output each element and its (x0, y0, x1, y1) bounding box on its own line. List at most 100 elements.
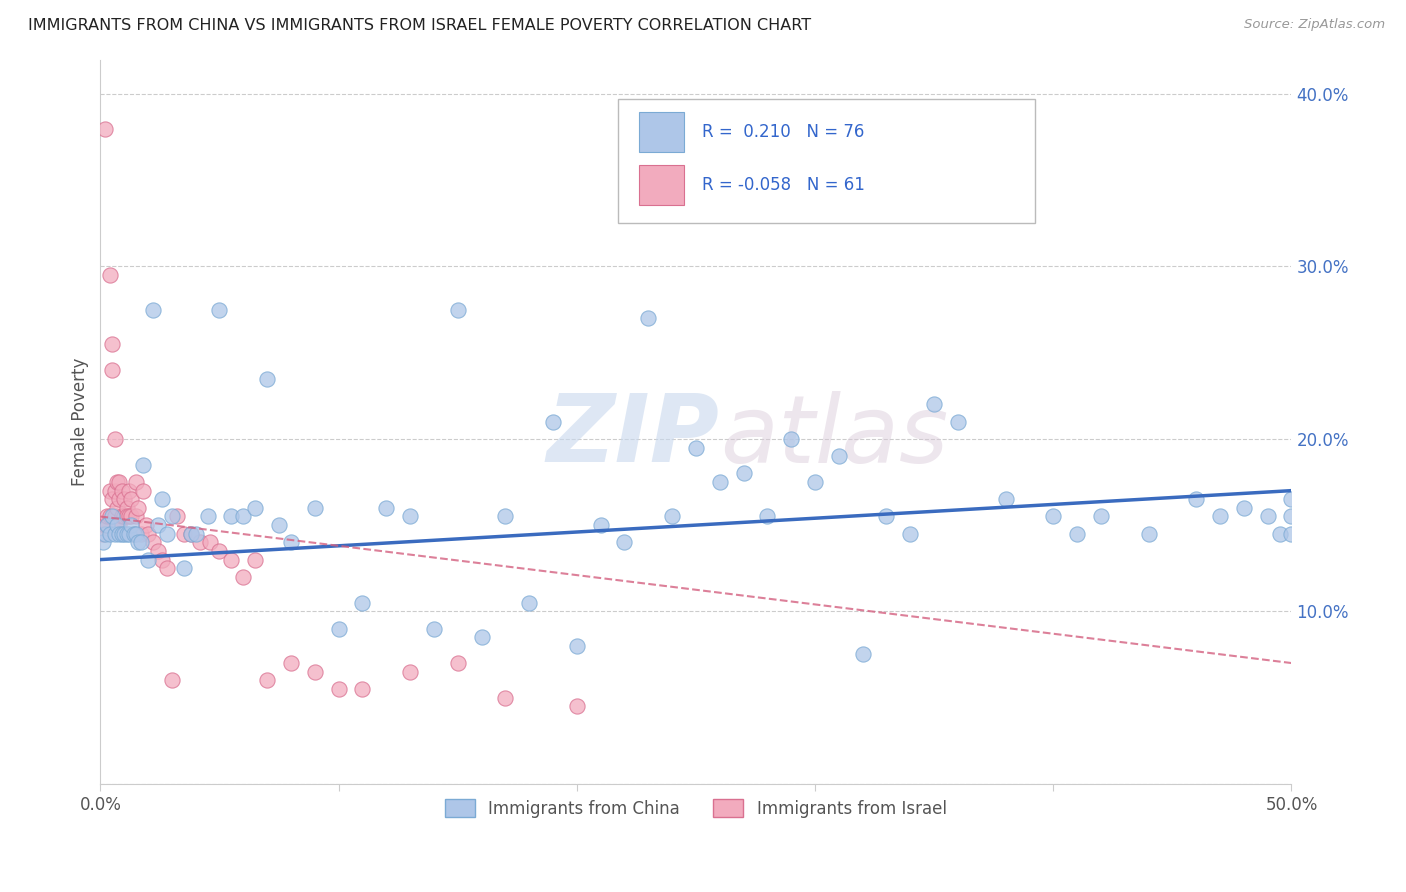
Legend: Immigrants from China, Immigrants from Israel: Immigrants from China, Immigrants from I… (437, 790, 955, 826)
Point (180, 526, 202, 541)
Point (198, 535, 221, 549)
Point (108, 518, 131, 533)
Point (127, 500, 149, 515)
Point (129, 526, 152, 541)
Point (136, 526, 159, 541)
Point (150, 552, 173, 566)
Point (685, 441, 707, 455)
Point (756, 509, 779, 524)
Point (447, 302, 470, 317)
Point (142, 302, 165, 317)
Point (221, 509, 243, 524)
Point (1281, 492, 1303, 507)
Point (1268, 526, 1291, 541)
Point (232, 570, 254, 584)
Point (96, 509, 118, 524)
Point (96, 518, 118, 533)
Point (256, 371, 278, 385)
Point (115, 500, 138, 515)
Point (1066, 526, 1088, 541)
Point (136, 552, 159, 566)
Point (1209, 509, 1232, 524)
FancyBboxPatch shape (619, 99, 1035, 222)
Point (399, 509, 422, 524)
Point (156, 526, 179, 541)
Point (494, 509, 516, 524)
Point (98, 526, 121, 541)
Point (1185, 492, 1208, 507)
Point (245, 500, 267, 515)
Point (898, 526, 921, 541)
Point (1090, 509, 1112, 524)
Point (328, 622, 350, 636)
Point (129, 535, 152, 549)
Point (166, 509, 188, 524)
Point (197, 509, 219, 524)
Text: IMMIGRANTS FROM CHINA VS IMMIGRANTS FROM ISRAEL FEMALE POVERTY CORRELATION CHART: IMMIGRANTS FROM CHINA VS IMMIGRANTS FROM… (28, 18, 811, 33)
Point (94, 526, 117, 541)
Point (304, 500, 326, 515)
Point (94, 518, 117, 533)
Point (132, 483, 155, 498)
Point (267, 518, 290, 533)
Point (115, 526, 138, 541)
Point (1042, 509, 1064, 524)
Point (132, 458, 155, 472)
Point (101, 509, 124, 524)
Point (565, 639, 588, 653)
Point (112, 509, 135, 524)
Point (120, 518, 142, 533)
Point (118, 509, 141, 524)
Point (565, 699, 588, 714)
Point (160, 673, 183, 688)
Point (447, 656, 470, 670)
Point (922, 397, 945, 411)
Point (352, 681, 374, 696)
Point (221, 552, 243, 566)
Point (541, 415, 564, 429)
Point (94, 121, 117, 136)
Point (180, 526, 202, 541)
Point (105, 518, 128, 533)
Point (108, 526, 131, 541)
Point (494, 690, 516, 705)
Point (98, 483, 121, 498)
Point (146, 544, 169, 558)
Point (111, 526, 134, 541)
Point (125, 509, 148, 524)
Point (470, 630, 492, 644)
Point (104, 483, 127, 498)
Point (135, 518, 157, 533)
Point (994, 492, 1017, 507)
Point (125, 526, 148, 541)
Point (232, 509, 254, 524)
Point (946, 415, 969, 429)
Point (150, 492, 173, 507)
FancyBboxPatch shape (638, 165, 683, 205)
Point (173, 561, 195, 575)
Point (780, 432, 803, 446)
Point (104, 509, 127, 524)
Point (108, 492, 131, 507)
Point (328, 681, 350, 696)
Point (146, 518, 169, 533)
Point (98, 268, 121, 282)
Point (122, 526, 145, 541)
Point (208, 544, 231, 558)
Point (733, 467, 755, 481)
Point (112, 492, 135, 507)
Point (828, 449, 851, 463)
Point (98, 509, 121, 524)
Point (115, 509, 138, 524)
Point (105, 500, 128, 515)
Point (91, 526, 114, 541)
Point (173, 526, 195, 541)
Text: ZIP: ZIP (547, 390, 720, 483)
Point (101, 337, 124, 351)
Point (111, 509, 134, 524)
Point (112, 526, 135, 541)
Point (96, 518, 118, 533)
Text: atlas: atlas (720, 391, 948, 482)
Point (875, 509, 897, 524)
Point (125, 475, 148, 489)
